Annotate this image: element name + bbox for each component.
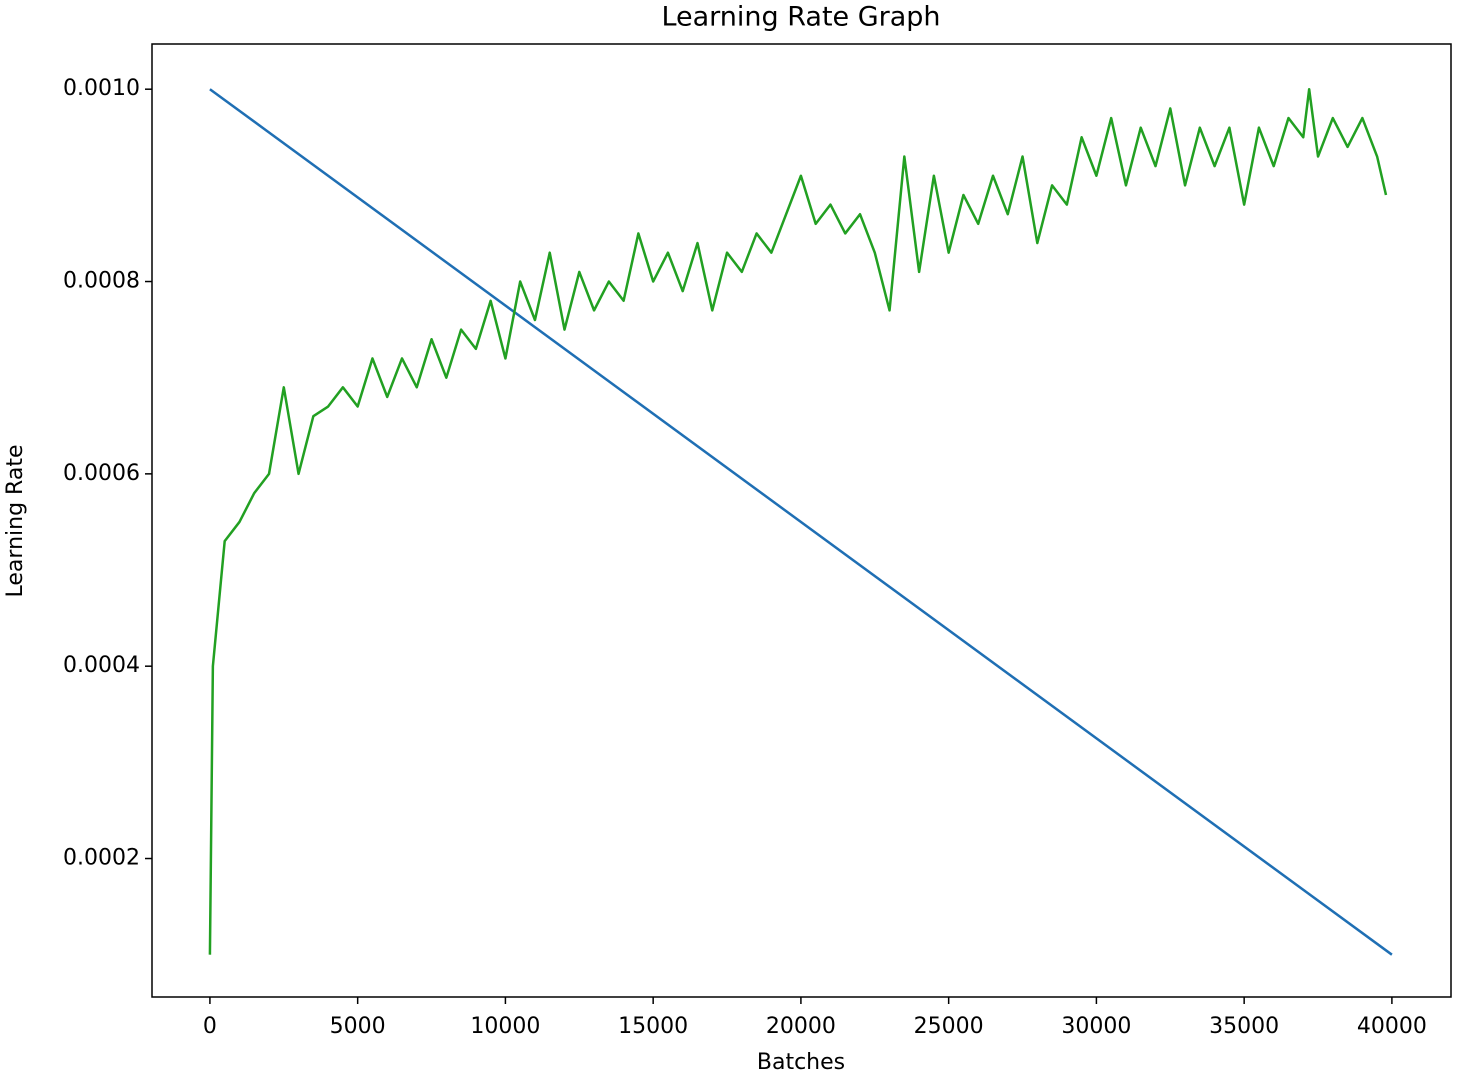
y-tick-label: 0.0006	[63, 461, 140, 486]
series-line	[208, 87, 1388, 955]
x-tick-label: 10000	[470, 1014, 540, 1039]
x-tick-label: 40000	[1357, 1014, 1427, 1039]
x-tick-label: 15000	[618, 1014, 688, 1039]
x-tick-label: 35000	[1209, 1014, 1279, 1039]
x-axis-label: Batches	[757, 1050, 845, 1075]
x-tick-label: 30000	[1061, 1014, 1131, 1039]
y-tick-label: 0.0002	[63, 846, 140, 871]
x-tick-label: 20000	[766, 1014, 836, 1039]
x-tick-label: 5000	[330, 1014, 386, 1039]
y-tick-label: 0.0008	[63, 269, 140, 294]
chart-title: Learning Rate Graph	[661, 2, 940, 33]
x-tick-label: 25000	[914, 1014, 984, 1039]
y-axis-label: Learning Rate	[3, 445, 28, 598]
y-tick-label: 0.0010	[63, 76, 140, 101]
y-tick-label: 0.0004	[63, 653, 140, 678]
series-line	[209, 88, 1393, 956]
x-tick-label: 0	[203, 1014, 217, 1039]
